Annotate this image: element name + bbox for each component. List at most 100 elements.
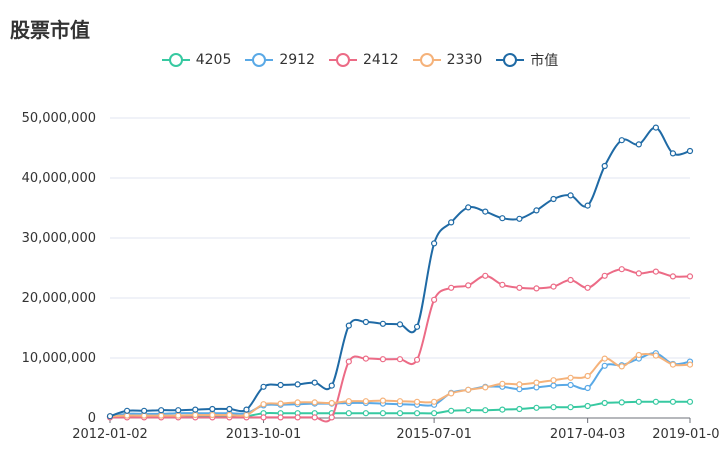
data-point[interactable] [550, 377, 557, 384]
data-point[interactable] [686, 147, 694, 155]
data-point[interactable] [328, 382, 335, 389]
data-point[interactable] [652, 398, 659, 405]
data-point[interactable] [686, 273, 694, 280]
data-point[interactable] [431, 398, 438, 405]
data-point[interactable] [669, 150, 677, 157]
data-point[interactable] [277, 400, 284, 407]
data-point[interactable] [396, 321, 404, 328]
data-point[interactable] [652, 124, 659, 131]
data-point[interactable] [141, 407, 148, 414]
data-point[interactable] [158, 407, 165, 414]
data-point[interactable] [431, 296, 438, 303]
data-point[interactable] [192, 406, 199, 413]
data-point[interactable] [448, 219, 455, 226]
data-point[interactable] [652, 268, 659, 275]
data-point[interactable] [601, 162, 608, 170]
data-point[interactable] [567, 381, 574, 389]
data-point[interactable] [601, 399, 608, 407]
data-point[interactable] [635, 351, 642, 359]
data-point[interactable] [669, 361, 677, 368]
data-point[interactable] [584, 284, 591, 291]
data-point[interactable] [243, 411, 250, 419]
data-point[interactable] [413, 356, 421, 363]
data-point[interactable] [260, 414, 267, 421]
data-point[interactable] [618, 266, 625, 273]
data-point[interactable] [396, 410, 404, 417]
data-point[interactable] [465, 386, 472, 393]
data-point[interactable] [226, 405, 233, 413]
data-point[interactable] [584, 384, 591, 392]
data-point[interactable] [686, 398, 694, 405]
data-point[interactable] [516, 284, 523, 291]
data-point[interactable] [567, 276, 574, 284]
data-point[interactable] [362, 398, 369, 405]
data-point[interactable] [294, 381, 301, 388]
data-point[interactable] [601, 355, 608, 362]
data-point[interactable] [260, 401, 267, 408]
data-point[interactable] [448, 284, 455, 291]
data-point[interactable] [465, 407, 472, 414]
legend-item-2412[interactable]: 2412 [329, 50, 399, 70]
data-point[interactable] [413, 398, 421, 405]
data-point[interactable] [431, 410, 438, 417]
data-point[interactable] [550, 382, 557, 389]
data-point[interactable] [601, 272, 608, 279]
data-point[interactable] [379, 356, 387, 363]
data-point[interactable] [550, 283, 557, 290]
data-point[interactable] [158, 412, 165, 419]
data-point[interactable] [533, 404, 540, 411]
data-point[interactable] [106, 413, 114, 420]
data-point[interactable] [618, 399, 625, 406]
data-point[interactable] [482, 407, 489, 414]
data-point[interactable] [277, 414, 284, 421]
data-point[interactable] [669, 273, 677, 280]
data-point[interactable] [328, 399, 335, 407]
data-point[interactable] [584, 202, 591, 209]
data-point[interactable] [465, 282, 472, 289]
data-point[interactable] [311, 379, 318, 386]
data-point[interactable] [345, 410, 352, 417]
data-point[interactable] [311, 414, 318, 421]
data-point[interactable] [516, 215, 523, 222]
data-point[interactable] [379, 397, 387, 404]
data-point[interactable] [635, 141, 642, 148]
data-point[interactable] [550, 195, 557, 203]
data-point[interactable] [652, 352, 659, 359]
legend-item-2330[interactable]: 2330 [412, 50, 482, 70]
data-point[interactable] [396, 398, 404, 405]
data-point[interactable] [379, 320, 387, 327]
data-point[interactable] [533, 207, 540, 214]
data-point[interactable] [567, 404, 574, 411]
data-point[interactable] [431, 240, 438, 247]
data-point[interactable] [482, 208, 489, 215]
data-point[interactable] [567, 192, 574, 199]
data-point[interactable] [499, 380, 506, 387]
data-point[interactable] [567, 374, 574, 381]
data-point[interactable] [175, 412, 182, 419]
data-point[interactable] [669, 398, 677, 405]
data-point[interactable] [345, 322, 352, 329]
data-point[interactable] [294, 399, 301, 406]
data-point[interactable] [328, 414, 335, 421]
data-point[interactable] [550, 404, 557, 411]
data-point[interactable] [175, 407, 182, 414]
data-point[interactable] [413, 323, 421, 330]
legend-item-market-value[interactable]: 市值 [496, 50, 558, 70]
data-point[interactable] [209, 405, 216, 413]
data-point[interactable] [686, 361, 694, 368]
data-point[interactable] [482, 384, 489, 391]
data-point[interactable] [618, 137, 625, 144]
data-point[interactable] [516, 381, 523, 388]
data-point[interactable] [362, 410, 369, 417]
data-point[interactable] [584, 372, 591, 380]
data-point[interactable] [635, 398, 642, 405]
data-point[interactable] [345, 358, 352, 365]
data-point[interactable] [499, 215, 506, 222]
data-point[interactable] [499, 281, 506, 288]
data-point[interactable] [584, 402, 591, 410]
data-point[interactable] [448, 407, 455, 414]
data-point[interactable] [294, 414, 301, 421]
data-point[interactable] [243, 406, 250, 413]
data-point[interactable] [533, 379, 540, 386]
data-point[interactable] [123, 407, 131, 414]
